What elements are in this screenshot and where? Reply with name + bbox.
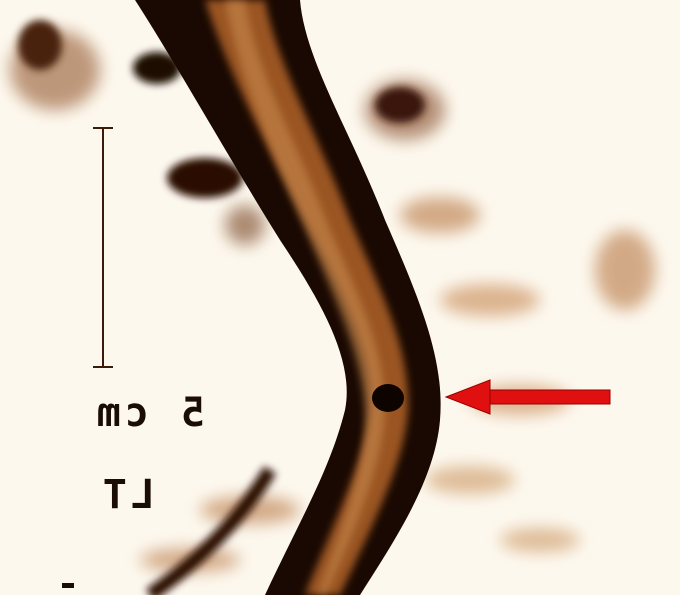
scan-image: 5 cm LT [0,0,680,595]
side-label: LT [99,472,155,518]
page: {"image": {"scale_label": "5 cm", "side_… [0,0,680,595]
marker [62,583,74,588]
scale-label: 5 cm [93,390,205,436]
